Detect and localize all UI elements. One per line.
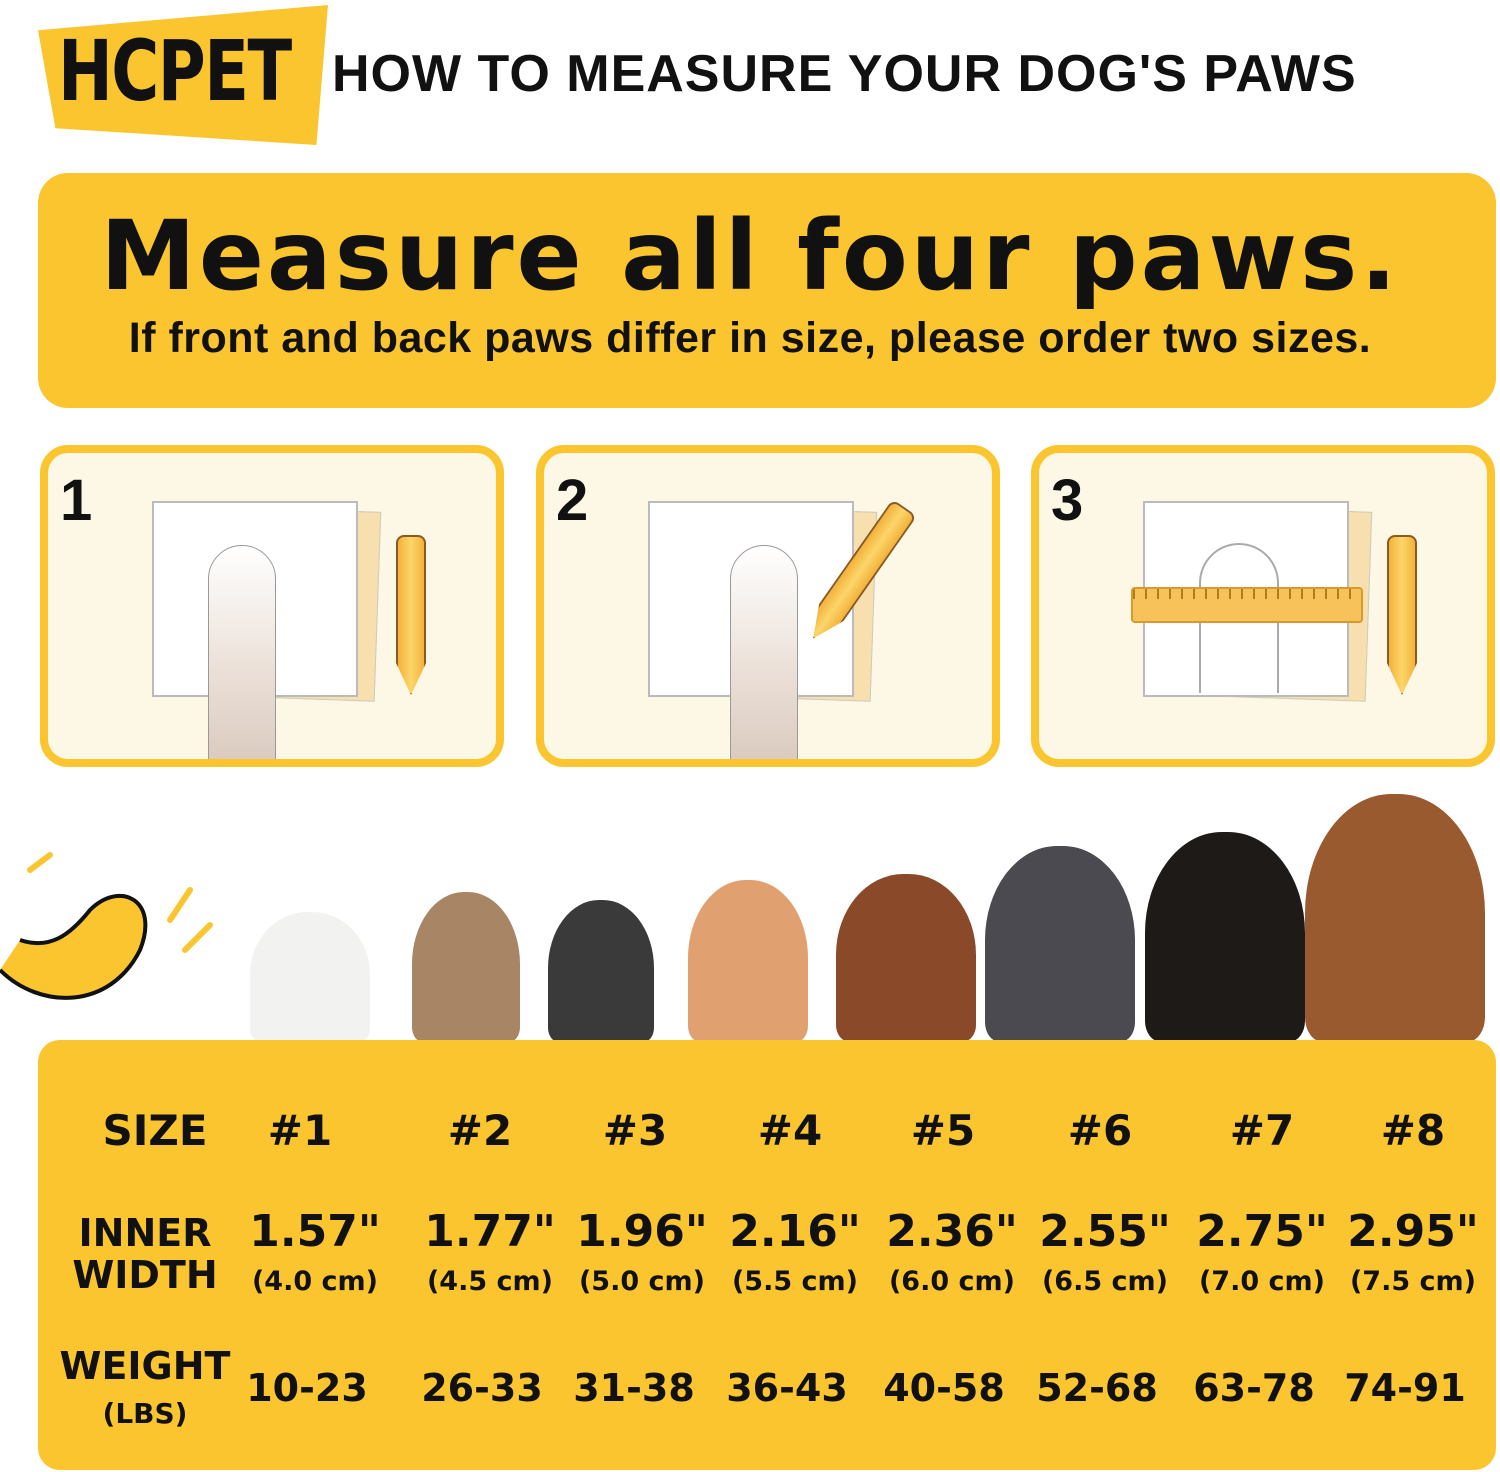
dog-husky (985, 846, 1135, 1042)
dog-paw-icon (208, 545, 276, 759)
size-1-weight: 10-23 (246, 1366, 368, 1410)
size-6-weight: 52-68 (1036, 1366, 1158, 1410)
brand-logo: HCPET (58, 22, 292, 120)
size-5-cm: (6.0 cm) (888, 1266, 1016, 1297)
size-6-cm: (6.5 cm) (1041, 1266, 1169, 1297)
label-line: INNER (78, 1211, 212, 1255)
size-7-size: #7 (1229, 1106, 1295, 1155)
step-number: 1 (60, 468, 93, 533)
step-number: 3 (1051, 468, 1084, 533)
size-3-size: #3 (602, 1106, 668, 1155)
label-unit: (LBS) (102, 1397, 188, 1430)
step-2-panel: 2 (536, 445, 1000, 767)
size-6-inch: 2.55" (1039, 1206, 1171, 1257)
label-line: WIDTH (72, 1253, 218, 1297)
banner-subline: If front and back paws differ in size, p… (128, 314, 1372, 362)
size-4-cm: (5.5 cm) (731, 1266, 859, 1297)
inner-width-row-label: INNER WIDTH (72, 1212, 217, 1296)
banner-headline: Measure all four paws. (100, 200, 1400, 312)
size-8-inch: 2.95" (1347, 1206, 1479, 1257)
size-8-size: #8 (1380, 1106, 1446, 1155)
pencil-icon (396, 535, 426, 695)
size-6-size: #6 (1067, 1106, 1133, 1155)
size-4-size: #4 (757, 1106, 823, 1155)
size-2-weight: 26-33 (421, 1366, 543, 1410)
instruction-banner (38, 173, 1496, 408)
size-1-size: #1 (267, 1106, 333, 1155)
size-row-label: SIZE (102, 1106, 208, 1155)
size-5-size: #5 (910, 1106, 976, 1155)
size-8-weight: 74-91 (1344, 1366, 1466, 1410)
swoosh-decoration-icon (0, 852, 213, 1000)
size-chart (38, 1040, 1496, 1470)
label-line: WEIGHT (59, 1344, 231, 1388)
size-2-cm: (4.5 cm) (426, 1266, 554, 1297)
logo-background (38, 5, 328, 145)
size-1-inch: 1.57" (249, 1206, 381, 1257)
dog-rottweiler (1145, 832, 1305, 1042)
size-7-cm: (7.0 cm) (1198, 1266, 1326, 1297)
dog-australian-shepherd (836, 874, 976, 1042)
size-2-size: #2 (447, 1106, 513, 1155)
dog-lineup (0, 790, 1500, 1042)
page-title: HOW TO MEASURE YOUR DOG'S PAWS (332, 45, 1357, 103)
dog-shiba-inu (688, 880, 808, 1042)
size-5-weight: 40-58 (883, 1366, 1005, 1410)
step-3-panel: 3 (1031, 445, 1495, 767)
size-7-inch: 2.75" (1196, 1206, 1328, 1257)
size-5-inch: 2.36" (886, 1206, 1018, 1257)
weight-row-label: WEIGHT (LBS) (60, 1346, 231, 1438)
pencil-icon (1387, 535, 1417, 695)
step-1-panel: 1 (40, 445, 504, 767)
size-2-inch: 1.77" (424, 1206, 556, 1257)
size-7-weight: 63-78 (1193, 1366, 1315, 1410)
ruler-icon (1131, 587, 1363, 623)
size-4-inch: 2.16" (729, 1206, 861, 1257)
size-3-cm: (5.0 cm) (578, 1266, 706, 1297)
dog-yorkshire-terrier (412, 892, 520, 1042)
size-3-inch: 1.96" (576, 1206, 708, 1257)
size-3-weight: 31-38 (573, 1366, 695, 1410)
dog-bichon (250, 912, 370, 1042)
dog-paw-icon (730, 545, 798, 759)
dog-schnauzer (548, 900, 654, 1042)
dog-saint-bernard (1305, 794, 1485, 1042)
size-4-weight: 36-43 (726, 1366, 848, 1410)
size-8-cm: (7.5 cm) (1349, 1266, 1477, 1297)
step-number: 2 (556, 468, 589, 533)
size-1-cm: (4.0 cm) (251, 1266, 379, 1297)
